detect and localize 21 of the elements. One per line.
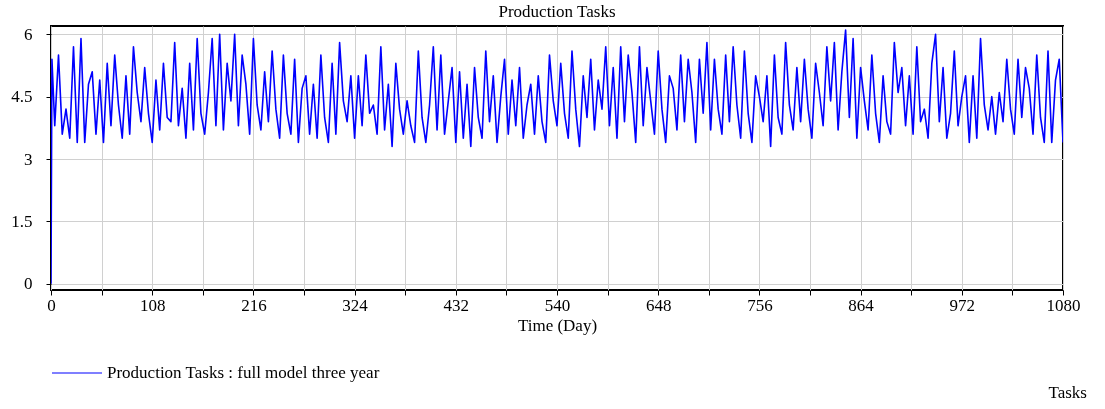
y-tick-label: 0: [24, 274, 33, 294]
x-tick-label: 540: [544, 295, 571, 315]
y-tick-label: 6: [24, 24, 33, 44]
x-tick-label: 648: [645, 295, 672, 315]
legend-label: Production Tasks : full model three year: [107, 363, 380, 382]
text: Tasks: [1048, 383, 1087, 403]
y-tick-label: 4.5: [11, 87, 33, 107]
x-tick-label: 756: [747, 295, 773, 315]
x-tick-label: 216: [241, 295, 267, 315]
x-tick-label: 324: [342, 295, 369, 315]
x-tick-label: 432: [443, 295, 470, 315]
x-tick-label: 972: [949, 295, 976, 315]
x-tick-label: 0: [47, 295, 56, 315]
x-tick-label: 108: [139, 295, 166, 315]
y-tick-label: 1.5: [11, 211, 33, 231]
chart-title: Production Tasks: [498, 2, 616, 22]
x-tick-label: 864: [848, 295, 875, 315]
y-tick-label: 3: [24, 149, 33, 169]
x-tick-label: 1080: [1046, 295, 1081, 315]
x-axis-title: Time (Day): [517, 315, 598, 335]
line-series: [51, 29, 1063, 285]
